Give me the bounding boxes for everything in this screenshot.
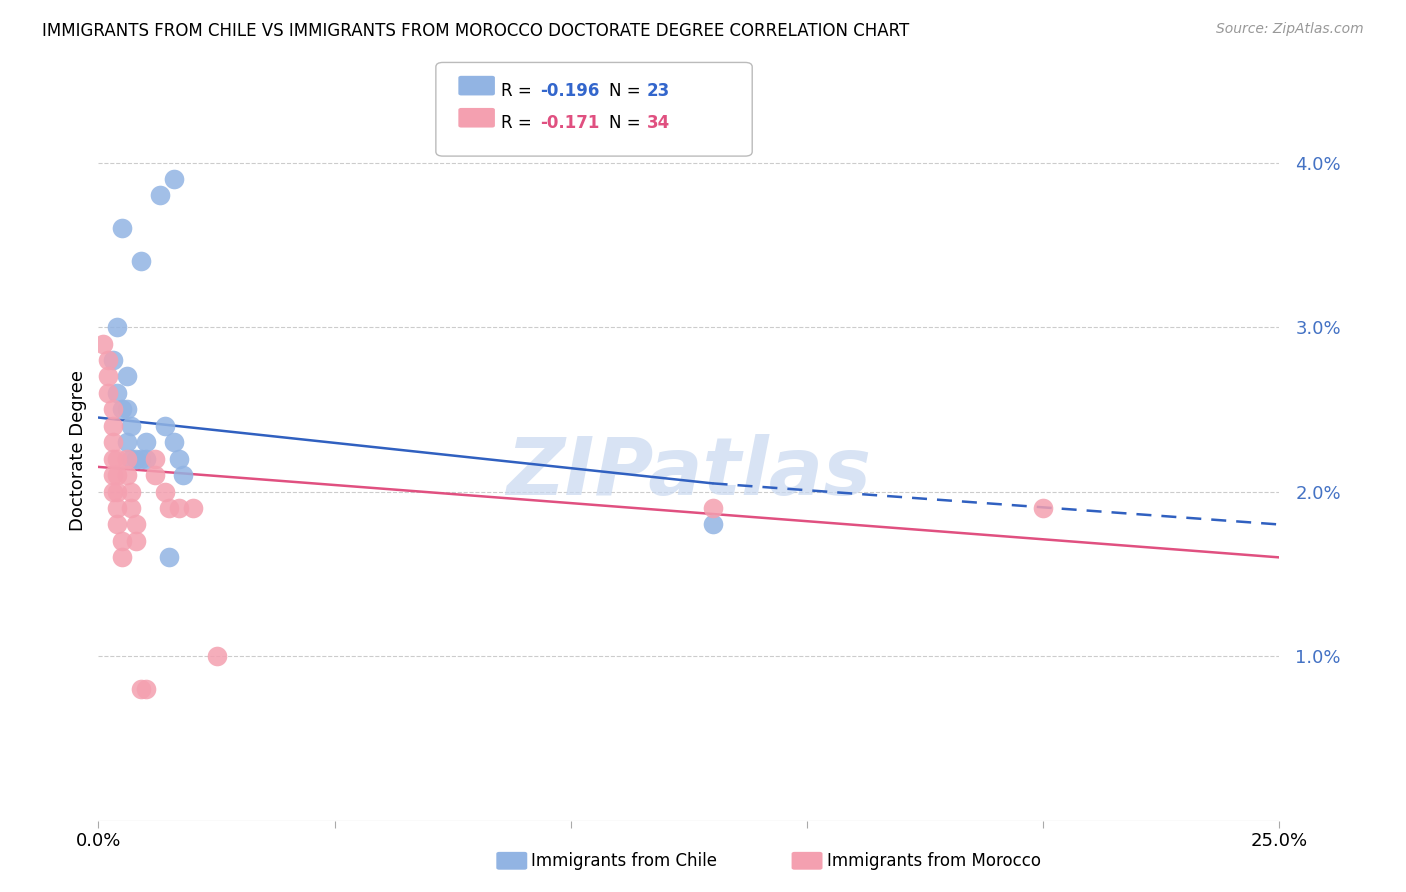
Point	[143, 451, 166, 466]
Point	[135, 435, 157, 450]
Text: 23: 23	[647, 82, 671, 100]
Point	[121, 451, 143, 466]
Point	[101, 402, 124, 417]
Point	[125, 517, 148, 532]
Point	[129, 254, 152, 268]
Point	[129, 451, 152, 466]
Point	[125, 451, 148, 466]
Point	[129, 681, 152, 696]
Point	[97, 353, 120, 368]
Point	[91, 336, 114, 351]
Point	[105, 385, 128, 400]
Text: R =: R =	[501, 82, 537, 100]
Point	[111, 550, 134, 565]
Text: Source: ZipAtlas.com: Source: ZipAtlas.com	[1216, 22, 1364, 37]
Point	[115, 369, 138, 384]
Point	[101, 435, 124, 450]
Point	[111, 221, 134, 235]
Point	[97, 385, 120, 400]
Point	[153, 418, 176, 433]
Point	[115, 468, 138, 483]
Point	[101, 468, 124, 483]
Text: N =: N =	[609, 114, 645, 132]
Point	[105, 501, 128, 516]
Point	[149, 188, 172, 202]
Text: Immigrants from Chile: Immigrants from Chile	[531, 852, 717, 870]
Point	[1032, 501, 1054, 516]
Text: -0.196: -0.196	[540, 82, 599, 100]
Point	[125, 533, 148, 548]
Text: -0.171: -0.171	[540, 114, 599, 132]
Point	[101, 451, 124, 466]
Point	[105, 468, 128, 483]
Point	[101, 418, 124, 433]
Point	[157, 501, 180, 516]
Point	[157, 550, 180, 565]
Point	[97, 369, 120, 384]
Text: 34: 34	[647, 114, 671, 132]
Point	[167, 501, 190, 516]
Point	[121, 501, 143, 516]
Point	[105, 451, 128, 466]
Point	[105, 517, 128, 532]
Point	[702, 501, 724, 516]
Point	[111, 402, 134, 417]
Point	[163, 435, 186, 450]
Text: Immigrants from Morocco: Immigrants from Morocco	[827, 852, 1040, 870]
Point	[172, 468, 194, 483]
Point	[121, 484, 143, 499]
Point	[115, 402, 138, 417]
Point	[135, 451, 157, 466]
Point	[143, 468, 166, 483]
Text: IMMIGRANTS FROM CHILE VS IMMIGRANTS FROM MOROCCO DOCTORATE DEGREE CORRELATION CH: IMMIGRANTS FROM CHILE VS IMMIGRANTS FROM…	[42, 22, 910, 40]
Point	[101, 484, 124, 499]
Point	[153, 484, 176, 499]
Text: ZIPatlas: ZIPatlas	[506, 434, 872, 512]
Point	[702, 517, 724, 532]
Point	[135, 681, 157, 696]
Point	[121, 418, 143, 433]
Point	[163, 172, 186, 186]
Text: R =: R =	[501, 114, 537, 132]
Point	[181, 501, 204, 516]
Point	[111, 533, 134, 548]
Point	[115, 451, 138, 466]
Point	[205, 649, 228, 664]
Point	[105, 320, 128, 334]
Text: N =: N =	[609, 82, 645, 100]
Y-axis label: Doctorate Degree: Doctorate Degree	[69, 370, 87, 531]
Point	[167, 451, 190, 466]
Point	[115, 435, 138, 450]
Point	[101, 353, 124, 368]
Point	[105, 484, 128, 499]
